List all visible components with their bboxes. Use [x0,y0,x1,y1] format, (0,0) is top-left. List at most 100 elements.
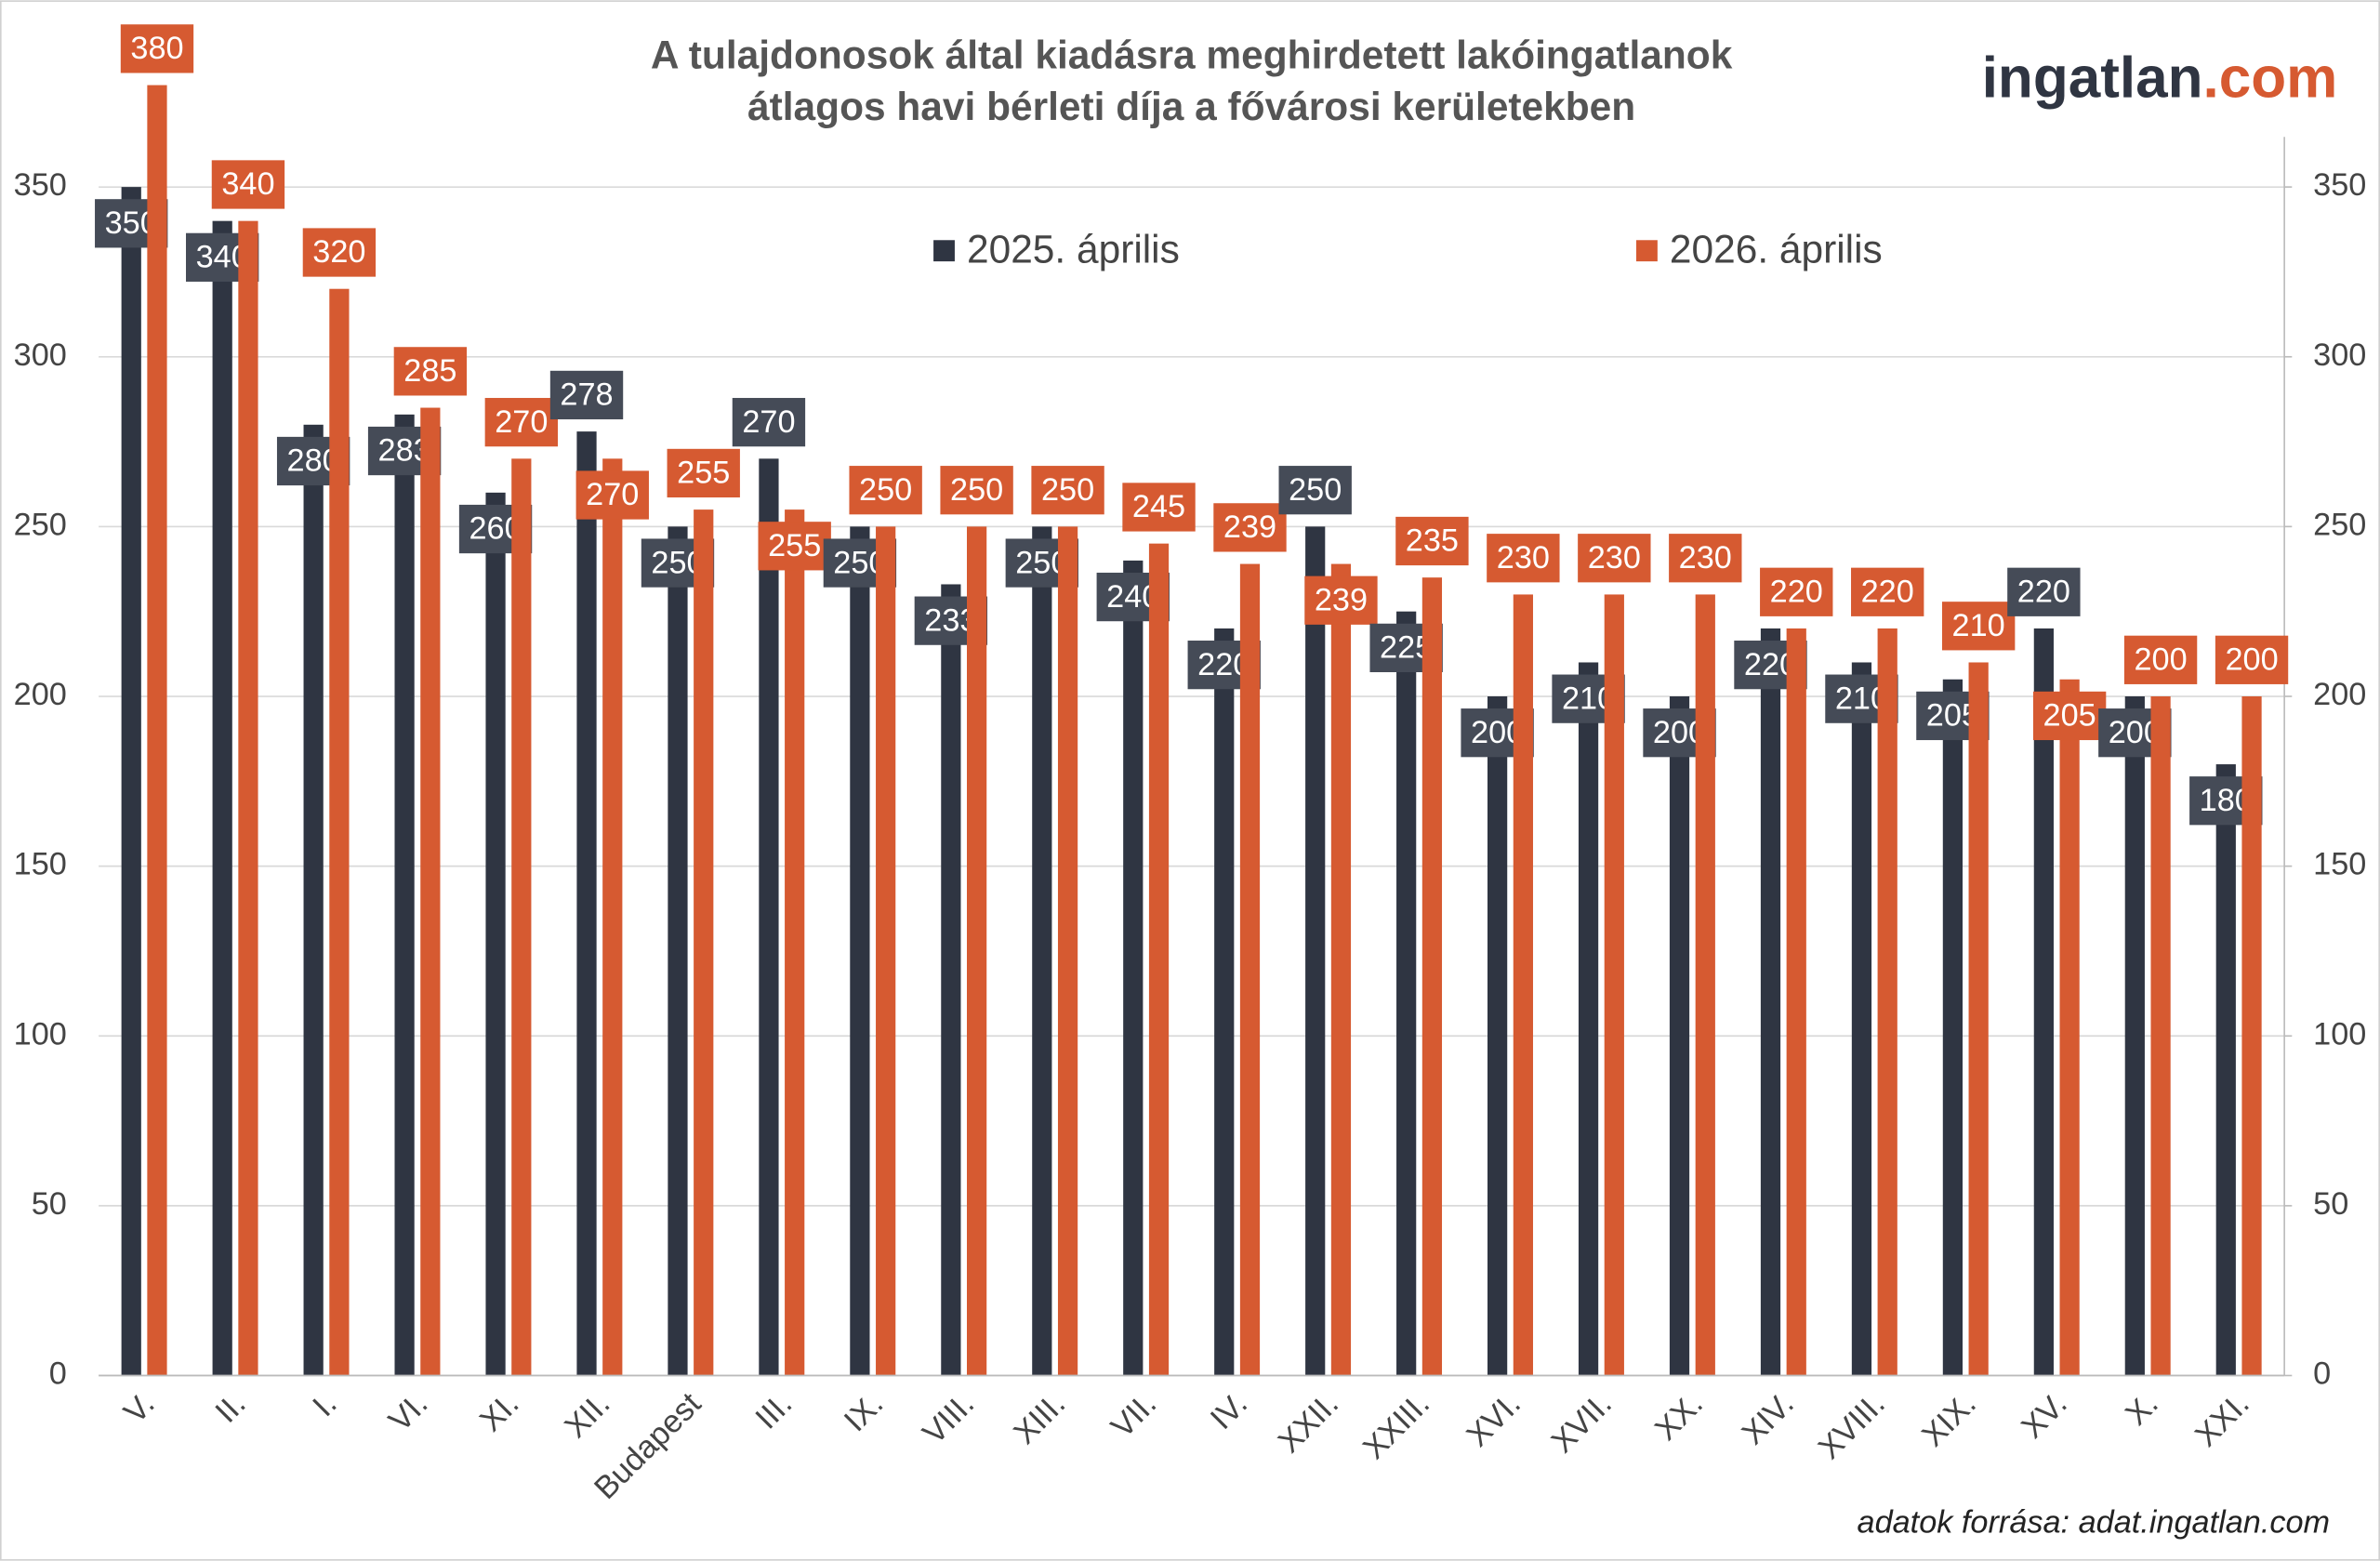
value-label-box [2007,567,2081,616]
y-tick-label: 0 [49,1356,67,1392]
value-label-box [393,347,468,396]
bar [121,187,141,1376]
legend-swatch [933,240,955,262]
value-label: 250 [1041,472,1094,508]
value-label-box [1213,503,1287,552]
value-label: 270 [742,404,795,440]
value-label: 255 [768,528,821,563]
bar [329,288,350,1376]
value-label: 380 [130,31,183,66]
chart-title: átlagos havi bérleti díja a fővárosi ker… [747,85,1635,128]
value-label-box [1487,534,1560,583]
bar [1968,662,1989,1376]
bar [1942,679,1964,1376]
legend-swatch [1636,240,1658,262]
bar [485,492,506,1376]
value-label-box [1578,534,1651,583]
value-label-box [2032,691,2107,741]
bar [1851,662,1872,1376]
bar [1214,628,1235,1376]
chart-title: A tulajdonosok által kiadásra meghirdete… [651,33,1733,77]
bar [694,509,714,1376]
value-label-box [1304,575,1378,625]
bar [1786,628,1806,1376]
y-tick-label: 200 [14,677,67,712]
legend-label: 2026. április [1670,228,1883,271]
bar [1695,594,1715,1376]
bar [2124,696,2145,1376]
value-label-box [667,448,740,498]
value-label-box [1760,567,1833,616]
bar [1305,526,1326,1376]
bar [303,424,324,1376]
bar [576,431,597,1376]
bar [668,526,688,1376]
bar [1123,560,1144,1376]
value-label-box [849,466,922,515]
y2-tick-label: 100 [2313,1016,2366,1052]
value-label: 278 [560,377,613,413]
bar [1330,563,1352,1376]
bar [212,220,232,1376]
value-label-box [2215,635,2289,684]
y2-tick-label: 350 [2313,167,2366,203]
value-label: 250 [950,472,1003,508]
value-label: 250 [859,472,912,508]
logo-accent: .com [2203,46,2338,111]
value-label-box [732,398,806,447]
bar [2033,628,2054,1376]
bar [1578,662,1599,1376]
value-label-box [1278,466,1352,515]
bar [876,526,896,1376]
value-label: 230 [1497,540,1550,575]
bar [1421,577,1443,1376]
value-label-box [758,522,831,571]
bar [785,509,805,1376]
value-label: 340 [221,166,274,202]
value-label-box [575,470,649,520]
bar [1396,611,1417,1376]
bar [147,85,167,1376]
value-label-box [302,228,377,277]
bar [1760,628,1781,1376]
value-label-box [549,370,624,420]
value-label: 245 [1132,489,1185,524]
value-label-box [1941,602,2016,651]
y-tick-label: 50 [32,1186,67,1222]
bar [1148,543,1170,1376]
bar [2059,679,2080,1376]
y-tick-label: 150 [14,847,67,882]
value-label: 250 [1289,472,1342,508]
value-label-box [484,398,558,447]
value-label-box [2123,635,2198,684]
value-label: 235 [1406,523,1459,559]
bar [1513,594,1533,1376]
value-label-box [1669,534,1742,583]
value-label: 270 [586,477,639,512]
value-label: 239 [1315,582,1368,617]
logo: ingatlan.com [1982,46,2338,111]
value-label: 220 [1861,574,1914,609]
value-label-box [1851,567,1924,616]
bar [1239,563,1261,1376]
bar [2150,696,2171,1376]
bar [967,526,987,1376]
bar [602,458,623,1376]
bar [850,526,870,1376]
y-tick-label: 100 [14,1016,67,1052]
value-label-box [120,24,194,73]
value-label: 239 [1223,509,1276,545]
value-label: 285 [403,353,456,389]
y2-tick-label: 300 [2313,337,2366,373]
bar [1488,696,1508,1376]
value-label: 230 [1588,540,1641,575]
value-label: 200 [2225,642,2278,678]
bar [420,407,441,1376]
bar [511,458,532,1376]
value-label-box [1122,483,1196,532]
value-label: 220 [1770,574,1823,609]
value-label-box [1395,516,1469,566]
bar [1877,628,1897,1376]
value-label: 220 [2017,574,2070,609]
